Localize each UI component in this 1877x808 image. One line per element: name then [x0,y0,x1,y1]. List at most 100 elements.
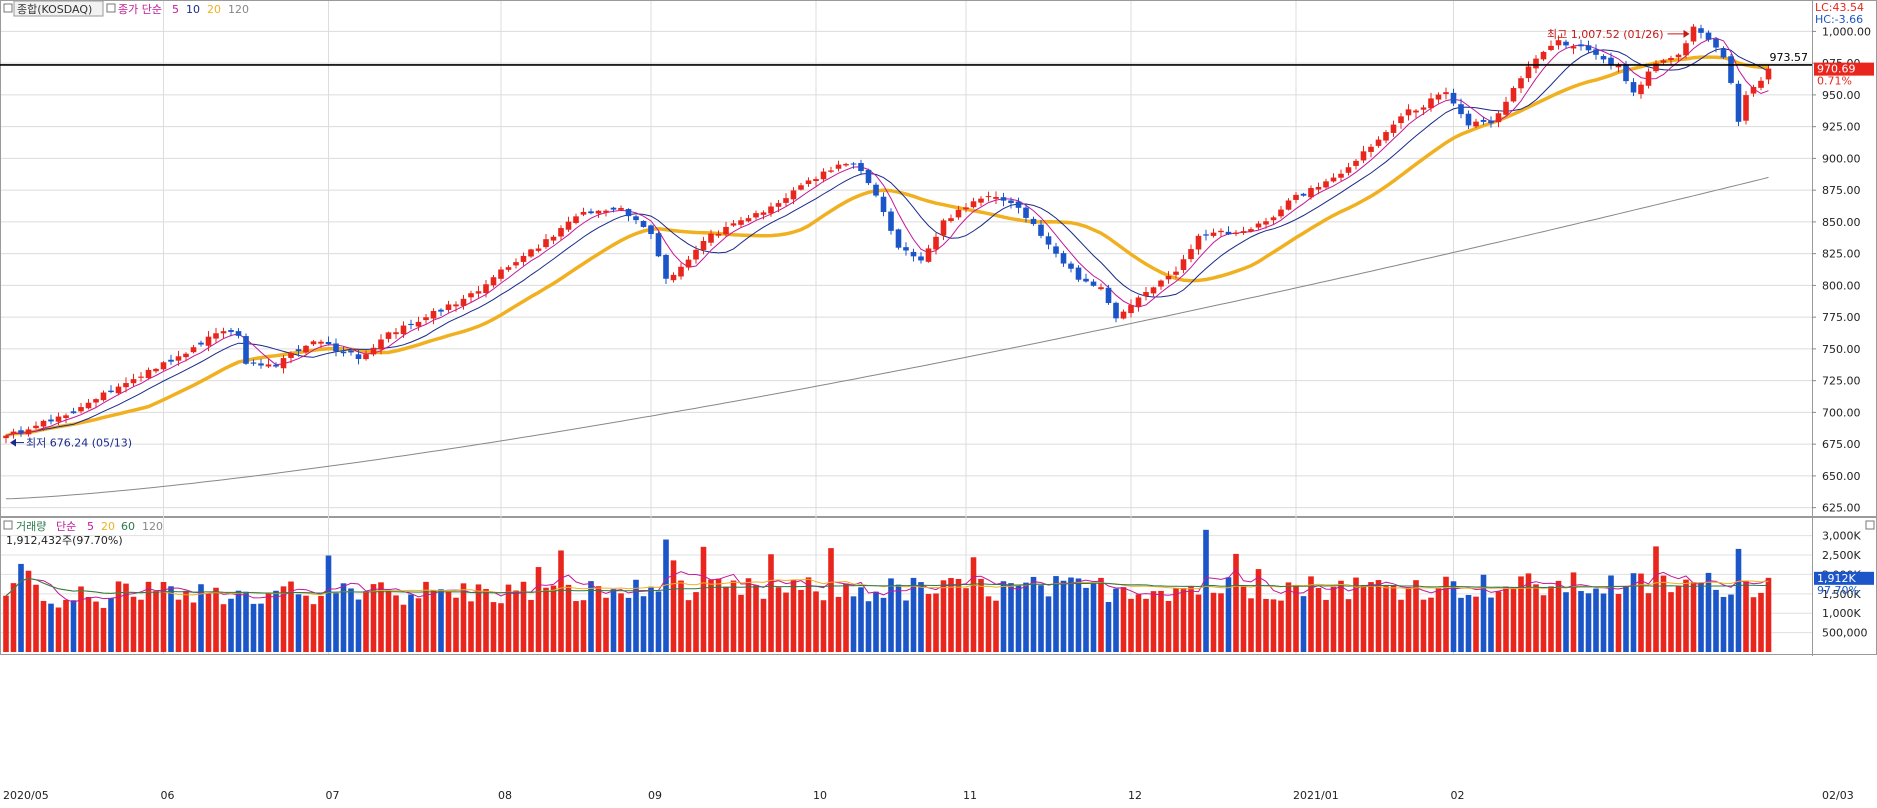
volume-bar [1398,599,1404,652]
candle-body [243,336,249,364]
volume-bar [310,604,317,652]
candle [903,242,909,256]
candle [393,327,399,339]
candle [760,210,767,220]
candle [813,176,819,187]
volume-bar [408,594,414,652]
volume-bar [1218,593,1224,652]
candle-body [1450,92,1457,104]
candle [543,234,549,249]
volume-bar [970,557,977,652]
price-y-tick-label: 900.00 [1822,152,1861,165]
volume-panel-close-box[interactable] [1865,520,1875,530]
candle-body [1713,38,1719,48]
candle [288,351,294,364]
candle-body [220,331,227,334]
candle-body [355,354,362,359]
x-axis-label: 2020/05 [3,789,49,802]
candle-body [1660,60,1667,63]
volume-bar [1075,578,1082,652]
candle-body [1030,218,1037,225]
volume-bar [483,588,489,652]
candle [18,426,24,437]
candle-body [138,376,144,378]
volume-y-tick-label: 1,000K [1822,607,1861,620]
candle [1308,185,1314,200]
candle [985,191,992,202]
candle [565,216,572,232]
volume-bar [633,579,639,652]
volume-bar [243,591,249,652]
volume-bar [1015,584,1022,652]
price-y-tick-label: 725.00 [1822,375,1861,388]
candle [1015,197,1022,214]
volume-bar [1735,548,1742,652]
volume-bar [1053,576,1059,652]
price-legend-name-box [13,0,104,17]
volume-bar [1690,582,1697,652]
candle [100,390,107,402]
candle-body [850,163,857,165]
price-y-tick-label: 925.00 [1822,121,1861,134]
candle [948,214,954,223]
volume-bar [265,593,272,652]
candle [1488,116,1494,128]
candle-body [760,212,767,215]
candle-body [468,293,474,298]
volume-bar [1233,553,1239,652]
candle [888,208,894,235]
candle [940,218,947,241]
candle [1263,217,1269,229]
volume-bar [595,586,602,652]
candle-body [820,171,827,180]
candle [1540,50,1547,62]
candle-body [1180,259,1187,271]
ma-legend-box[interactable] [106,3,116,13]
candle-body [1083,278,1089,282]
volume-bar [235,590,242,652]
volume-bar [955,578,962,652]
candle [453,301,459,312]
candle-body [910,251,917,257]
candle [648,224,654,240]
candle-body [1045,236,1052,245]
volume-bar [1578,591,1584,652]
candle [573,213,579,225]
volume-bar [108,598,114,652]
legend-menu-box[interactable] [3,3,13,13]
candle-body [1495,113,1502,123]
candle-body [580,211,587,215]
candle [1330,173,1337,183]
candle [205,331,212,352]
candle-body [543,239,549,248]
candle [1203,229,1209,241]
volume-bar [78,586,84,652]
volume-bar [55,607,62,652]
volume-bar [1240,586,1247,652]
candle [835,160,842,172]
candle-body [955,209,962,218]
candle-body [1375,139,1382,146]
candle [1278,205,1284,219]
volume-bar [370,584,377,652]
volume-bar [1105,602,1112,652]
candle [1083,273,1089,283]
candle [1315,182,1322,195]
volume-bar [1323,599,1329,652]
x-axis-label: 06 [161,789,175,802]
candle-body [333,343,339,352]
volume-bar [1698,582,1704,652]
candle [895,228,902,250]
candle-body [1120,311,1127,319]
candle-body [258,363,264,366]
volume-bar [1045,596,1052,652]
volume-legend-box[interactable] [3,520,13,530]
volume-bar [1135,594,1142,652]
candle [310,339,317,347]
candle [1683,40,1689,59]
candle [550,234,557,245]
volume-bar [183,590,189,652]
volume-bar [48,603,54,652]
volume-bar [1150,591,1157,652]
candle-body [1278,209,1284,217]
